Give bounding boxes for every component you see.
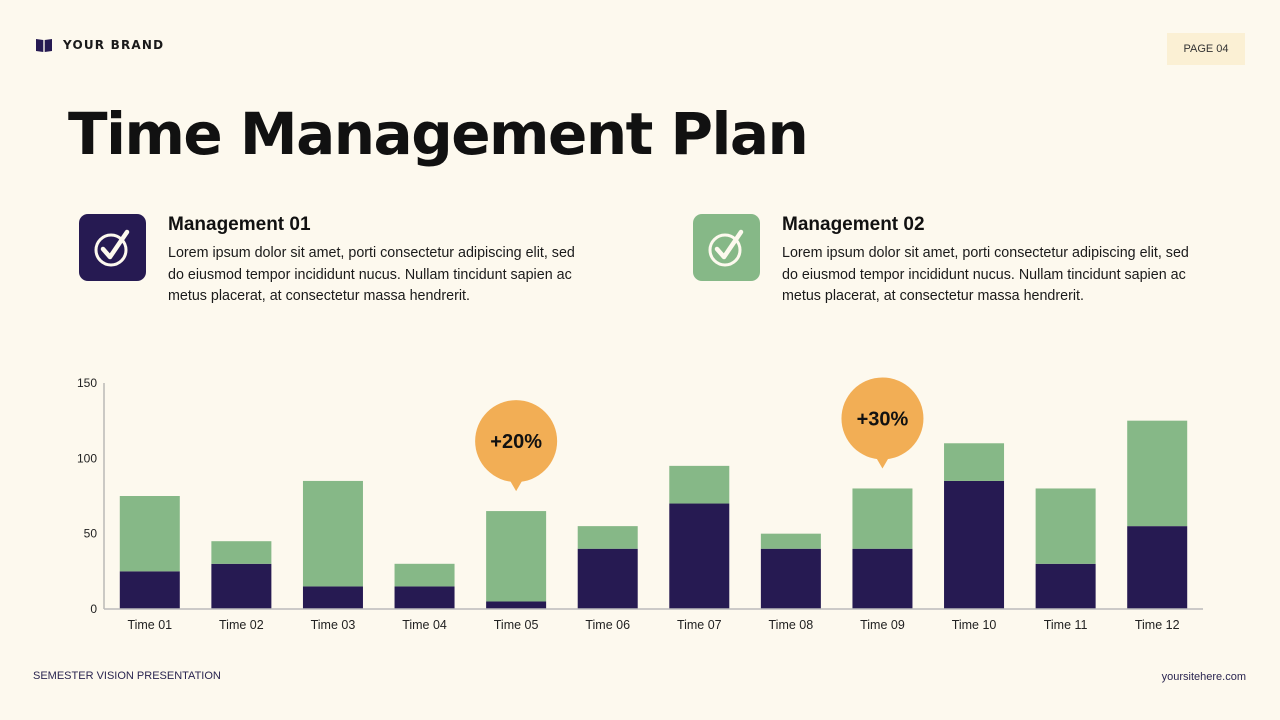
annotation-bubble [841,377,924,460]
footer-title: SEMESTER VISION PRESENTATION [33,670,221,682]
bar-series2 [119,496,180,572]
bar-series2 [852,488,913,549]
bar-series1 [1127,526,1188,609]
x-tick-label: Time 11 [1044,618,1088,632]
card-text: Lorem ipsum dolor sit amet, porti consec… [168,245,575,304]
y-tick-label: 0 [90,602,97,616]
bar-series2 [211,541,272,564]
card-title: Management 01 [168,214,311,235]
x-tick-label: Time 09 [860,618,905,632]
y-tick-label: 150 [77,376,97,390]
x-tick-label: Time 12 [1135,618,1180,632]
x-tick-label: Time 07 [677,618,722,632]
bar-series2 [302,480,363,587]
annotation-pointer [875,456,890,469]
management-card-2: Management 02 Lorem ipsum dolor sit amet,… [693,214,1202,308]
management-card-1: Management 01 Lorem ipsum dolor sit amet,… [79,214,588,308]
x-tick-label: Time 08 [769,618,814,632]
card-title: Management 02 [782,214,925,235]
annotation-pointer [509,479,524,492]
bar-series2 [486,511,547,602]
bar-series2 [1035,488,1096,564]
y-tick-label: 100 [77,451,97,465]
bar-series1 [852,548,913,609]
bar-series1 [669,503,730,609]
x-tick-label: Time 10 [952,618,997,632]
x-tick-label: Time 04 [402,618,447,632]
bar-series2 [394,563,455,587]
x-tick-label: Time 01 [127,618,172,632]
brand-name: YOUR BRAND [63,38,165,52]
x-tick-label: Time 03 [311,618,356,632]
x-tick-label: Time 02 [219,618,264,632]
bar-series2 [1127,420,1188,527]
bar-series1 [577,548,638,609]
bar-series1 [944,480,1005,609]
bar-series2 [577,526,638,549]
bar-series1 [1035,563,1096,609]
footer-website[interactable]: yoursitehere.com [1161,671,1246,683]
bar-series1 [486,601,547,609]
check-circle-icon [79,214,146,281]
bar-series1 [394,586,455,609]
book-icon [36,39,52,52]
bar-series2 [669,465,730,504]
page-title: Time Management Plan [68,100,809,168]
bar-series1 [760,548,821,609]
annotation-label: +30% [857,408,909,430]
bar-series1 [119,571,180,609]
x-tick-label: Time 06 [585,618,630,632]
y-tick-label: 50 [84,527,98,541]
annotation-label: +20% [490,431,542,453]
card-text: Lorem ipsum dolor sit amet, porti consec… [782,245,1189,304]
bar-series1 [211,563,272,609]
x-tick-label: Time 05 [494,618,539,632]
brand: YOUR BRAND [36,38,164,52]
bar-series1 [302,586,363,609]
annotation-bubble [475,400,558,483]
page-number: PAGE 04 [1167,33,1245,65]
check-circle-icon [693,214,760,281]
bar-series2 [944,443,1005,481]
bar-series2 [760,533,821,549]
